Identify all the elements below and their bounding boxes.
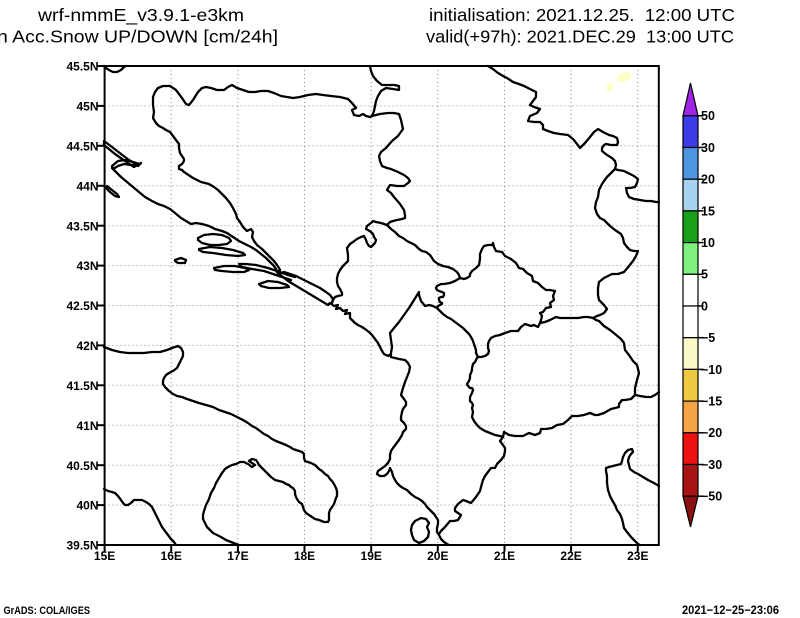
svg-text:39.5N: 39.5N [66,539,98,553]
svg-text:−20: −20 [701,426,722,440]
svg-text:43N: 43N [76,259,98,273]
svg-text:40.5N: 40.5N [66,459,98,473]
svg-text:44N: 44N [76,179,98,193]
svg-text:wrf-nmmE_v3.9.1-e3km: wrf-nmmE_v3.9.1-e3km [37,5,244,26]
svg-text:44.5N: 44.5N [66,139,98,153]
svg-text:15: 15 [701,204,715,218]
svg-text:45N: 45N [76,100,98,114]
svg-text:−50: −50 [701,490,722,504]
svg-text:40N: 40N [76,499,98,513]
svg-text:42.5N: 42.5N [66,299,98,313]
svg-text:19E: 19E [361,549,382,563]
svg-text:17E: 17E [227,549,248,563]
svg-text:20: 20 [701,173,715,187]
svg-text:41.5N: 41.5N [66,379,98,393]
svg-text:43.5N: 43.5N [66,219,98,233]
svg-text:16E: 16E [161,549,182,563]
svg-text:−15: −15 [701,395,722,409]
svg-text:2021−12−25−23:06: 2021−12−25−23:06 [682,603,779,617]
svg-text:−5: −5 [701,331,715,345]
svg-text:initialisation: 2021.12.25. 1: initialisation: 2021.12.25. 12:00 UTC [429,5,735,25]
svg-text:GrADS: COLA/IGES: GrADS: COLA/IGES [4,605,91,617]
svg-text:valid(+97h): 2021.DEC.29 13:0: valid(+97h): 2021.DEC.29 13:00 UTC [426,27,734,47]
svg-text:18E: 18E [294,549,315,563]
svg-text:22E: 22E [560,549,581,563]
svg-text:45.5N: 45.5N [66,60,98,74]
svg-text:23E: 23E [627,549,648,563]
svg-text:20E: 20E [427,549,448,563]
svg-text:50: 50 [701,109,715,123]
svg-text:n Acc.Snow UP/DOWN [cm/24h]: n Acc.Snow UP/DOWN [cm/24h] [0,27,278,47]
svg-text:41N: 41N [76,419,98,433]
svg-text:−30: −30 [701,458,722,472]
svg-text:0: 0 [701,299,708,313]
svg-text:10: 10 [701,236,715,250]
svg-text:−10: −10 [701,363,722,377]
svg-text:21E: 21E [494,549,515,563]
svg-text:5: 5 [701,268,708,282]
svg-text:15E: 15E [94,549,115,563]
svg-text:42N: 42N [76,339,98,353]
svg-text:30: 30 [701,141,715,155]
